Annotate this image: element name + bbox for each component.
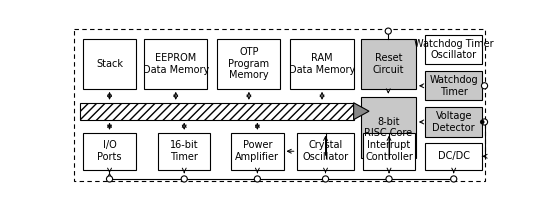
Text: 16-bit
Timer: 16-bit Timer — [170, 140, 198, 162]
Bar — [231, 133, 283, 170]
Bar — [363, 133, 415, 170]
Bar — [425, 143, 482, 170]
Text: I/O
Ports: I/O Ports — [97, 140, 122, 162]
Text: RAM
Data Memory: RAM Data Memory — [289, 53, 355, 75]
Text: Watchdog Timer
Oscillator: Watchdog Timer Oscillator — [414, 39, 494, 60]
Polygon shape — [354, 103, 369, 120]
Bar — [83, 133, 136, 170]
Text: DC/DC: DC/DC — [438, 151, 470, 161]
Circle shape — [385, 28, 391, 34]
Bar — [290, 39, 354, 89]
Bar — [425, 35, 482, 64]
Circle shape — [323, 176, 329, 182]
Circle shape — [386, 176, 392, 182]
Text: OTP
Program
Memory: OTP Program Memory — [228, 47, 269, 80]
Text: EEPROM
Data Memory: EEPROM Data Memory — [143, 53, 209, 75]
Bar — [144, 39, 207, 89]
Text: Stack: Stack — [96, 59, 123, 69]
Circle shape — [181, 176, 187, 182]
Text: Crystal
Oscillator: Crystal Oscillator — [302, 140, 349, 162]
Text: Interrupt
Controller: Interrupt Controller — [365, 140, 413, 162]
Bar — [425, 71, 482, 100]
Bar — [296, 133, 354, 170]
Circle shape — [106, 176, 113, 182]
Bar — [361, 39, 416, 89]
Circle shape — [451, 176, 457, 182]
Circle shape — [480, 120, 484, 124]
Bar — [80, 103, 354, 120]
Text: Reset
Circuit: Reset Circuit — [373, 53, 404, 75]
Circle shape — [481, 119, 488, 125]
Circle shape — [255, 176, 261, 182]
Bar — [217, 39, 281, 89]
Text: Watchdog
Timer: Watchdog Timer — [429, 75, 478, 97]
Text: Power
Amplifier: Power Amplifier — [235, 140, 280, 162]
Bar — [425, 107, 482, 137]
Text: Voltage
Detector: Voltage Detector — [432, 111, 475, 133]
Circle shape — [481, 83, 488, 89]
Text: 8-bit
RISC Core: 8-bit RISC Core — [364, 116, 413, 138]
Bar — [83, 39, 136, 89]
Bar — [158, 133, 210, 170]
Bar — [361, 97, 416, 158]
